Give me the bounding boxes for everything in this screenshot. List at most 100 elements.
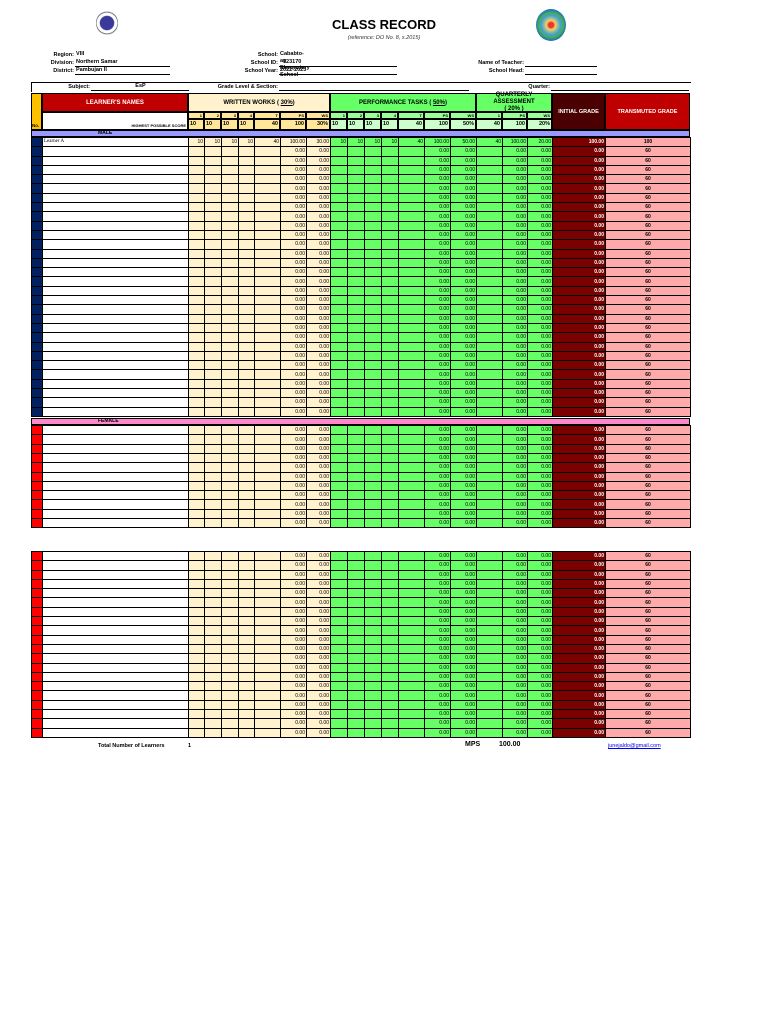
ww-score-cell[interactable] — [254, 146, 281, 157]
ww-score-cell[interactable] — [188, 606, 205, 618]
pt-score-cell[interactable] — [364, 239, 382, 250]
ww-score-cell[interactable] — [254, 699, 281, 711]
learner-name-cell[interactable] — [42, 653, 189, 664]
ww-score-cell[interactable] — [188, 709, 205, 720]
pt-score-cell[interactable] — [398, 229, 425, 241]
ww-score-cell[interactable] — [238, 462, 255, 473]
qa-score-cell[interactable] — [476, 360, 503, 371]
pt-score-cell[interactable] — [364, 490, 382, 501]
learner-name-cell[interactable] — [42, 202, 189, 213]
ww-score-cell[interactable] — [238, 499, 255, 510]
ww-score-cell[interactable] — [188, 220, 205, 231]
qa-score-cell[interactable] — [476, 285, 503, 297]
hps-ww-2[interactable]: 10 — [221, 119, 238, 130]
ww-score-cell[interactable] — [188, 662, 205, 673]
pt-score-cell[interactable] — [330, 378, 348, 390]
pt-score-cell[interactable] — [381, 499, 399, 510]
ww-score-cell[interactable] — [221, 634, 239, 645]
qa-score-cell[interactable] — [476, 490, 503, 501]
pt-score-cell[interactable] — [381, 625, 399, 636]
ww-score-cell[interactable] — [188, 155, 205, 166]
hps-ww-5[interactable]: 100 — [280, 119, 306, 130]
pt-score-cell[interactable] — [398, 183, 425, 194]
learner-name-cell[interactable] — [42, 387, 189, 399]
pt-score-cell[interactable] — [381, 597, 399, 608]
ww-score-cell[interactable] — [221, 202, 239, 213]
ww-score-cell[interactable] — [221, 164, 239, 176]
pt-score-cell[interactable] — [381, 452, 399, 464]
pt-score-cell[interactable] — [347, 164, 365, 176]
ww-score-cell[interactable] — [188, 452, 205, 464]
ww-score-cell[interactable] — [238, 425, 255, 436]
qa-score-cell[interactable] — [476, 183, 503, 194]
learner-name-cell[interactable] — [42, 597, 189, 608]
ww-score-cell[interactable] — [204, 518, 222, 529]
ww-score-cell[interactable] — [254, 267, 281, 278]
ww-score-cell[interactable] — [221, 257, 239, 269]
ww-score-cell[interactable] — [238, 267, 255, 278]
pt-score-cell[interactable] — [364, 229, 382, 241]
learner-name-cell[interactable] — [42, 588, 189, 599]
learner-name-cell[interactable] — [42, 709, 189, 720]
ww-score-cell[interactable] — [188, 597, 205, 608]
ww-score-cell[interactable] — [221, 569, 239, 580]
pt-score-cell[interactable] — [398, 560, 425, 571]
learner-name-cell[interactable] — [42, 304, 189, 315]
ww-score-cell[interactable] — [221, 718, 239, 729]
pt-score-cell[interactable] — [347, 550, 365, 562]
pt-score-cell[interactable] — [381, 643, 399, 655]
pt-score-cell[interactable] — [398, 155, 425, 166]
ww-score-cell[interactable] — [238, 681, 255, 692]
pt-score-cell[interactable] — [381, 462, 399, 473]
pt-score-cell[interactable] — [398, 406, 425, 417]
qa-score-cell[interactable] — [476, 578, 503, 590]
pt-score-cell[interactable] — [364, 257, 382, 269]
hps-pt-12[interactable]: 100 — [424, 119, 450, 130]
pt-score-cell[interactable] — [347, 387, 365, 399]
ww-score-cell[interactable] — [221, 727, 239, 738]
learner-name-cell[interactable] — [42, 229, 189, 241]
learner-name-cell[interactable] — [42, 518, 189, 529]
ww-score-cell[interactable] — [221, 248, 239, 259]
qa-score-cell[interactable] — [476, 202, 503, 213]
ww-score-cell[interactable] — [204, 425, 222, 436]
ww-score-cell[interactable] — [221, 174, 239, 185]
ww-score-cell[interactable] — [204, 499, 222, 510]
pt-score-cell[interactable] — [381, 211, 399, 222]
pt-score-cell[interactable] — [364, 662, 382, 673]
ww-score-cell[interactable] — [238, 387, 255, 399]
pt-score-cell[interactable] — [398, 625, 425, 636]
ww-score-cell[interactable]: 10 — [221, 136, 239, 148]
ww-score-cell[interactable] — [254, 378, 281, 390]
pt-score-cell[interactable] — [347, 313, 365, 324]
pt-score-cell[interactable] — [381, 508, 399, 520]
learner-name-cell[interactable] — [42, 634, 189, 645]
ww-score-cell[interactable] — [254, 332, 281, 343]
pt-score-cell[interactable] — [381, 164, 399, 176]
subject-value[interactable]: EsP — [91, 83, 189, 91]
pt-score-cell[interactable] — [330, 471, 348, 482]
pt-score-cell[interactable] — [330, 690, 348, 701]
ww-score-cell[interactable] — [188, 643, 205, 655]
pt-score-cell[interactable] — [330, 360, 348, 371]
pt-score-cell[interactable] — [381, 304, 399, 315]
qa-score-cell[interactable] — [476, 518, 503, 529]
ww-score-cell[interactable] — [204, 192, 222, 204]
ww-score-cell[interactable] — [238, 634, 255, 645]
ww-score-cell[interactable] — [188, 322, 205, 334]
pt-score-cell[interactable] — [364, 671, 382, 683]
learner-name-cell[interactable] — [42, 699, 189, 711]
ww-score-cell[interactable] — [188, 490, 205, 501]
school-id-value[interactable]: 123170 — [279, 59, 397, 67]
pt-score-cell[interactable] — [381, 671, 399, 683]
learner-name-cell[interactable] — [42, 560, 189, 571]
ww-score-cell[interactable] — [254, 452, 281, 464]
pt-score-cell[interactable] — [364, 606, 382, 618]
pt-score-cell[interactable] — [398, 662, 425, 673]
ww-score-cell[interactable] — [238, 471, 255, 482]
ww-score-cell[interactable] — [204, 681, 222, 692]
ww-score-cell[interactable] — [221, 295, 239, 306]
pt-score-cell[interactable] — [381, 369, 399, 380]
pt-score-cell[interactable] — [364, 616, 382, 627]
qa-score-cell[interactable] — [476, 550, 503, 562]
